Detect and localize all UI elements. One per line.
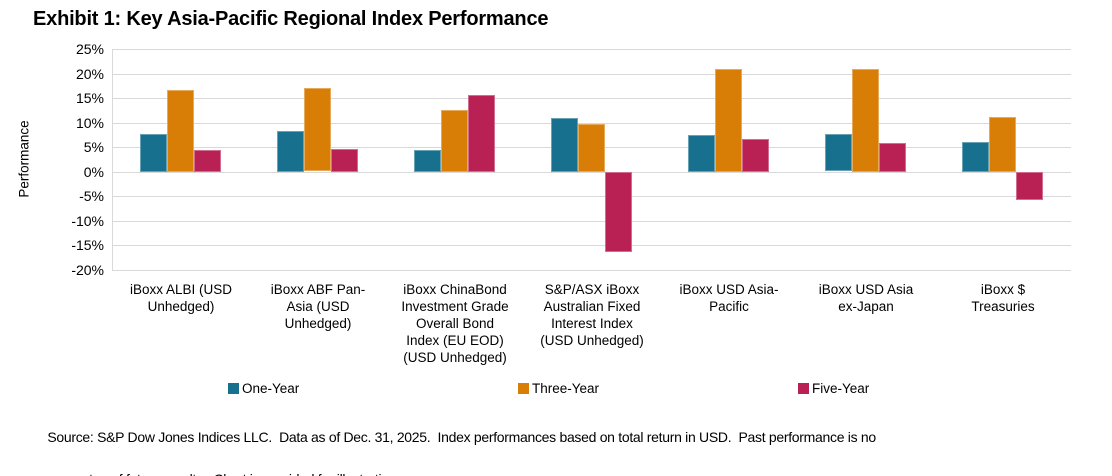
y-axis-tick-label: 25% [75, 41, 104, 57]
bar-three-year-3 [441, 110, 468, 172]
category-label: S&P/ASX iBoxx Australian Fixed Interest … [540, 282, 644, 348]
legend-label: Three-Year [532, 381, 600, 396]
bar-three-year-6 [852, 69, 879, 172]
category-label: iBoxx USD Asia ex-Japan [818, 282, 914, 314]
y-axis-tick-label: 5% [83, 139, 104, 155]
y-axis-tick-label: -5% [79, 188, 104, 204]
bar-five-year-7 [1016, 172, 1043, 200]
bar-five-year-1 [194, 150, 221, 172]
bar-one-year-7 [962, 142, 989, 172]
gridline [112, 172, 1071, 173]
gridline [112, 196, 1071, 197]
y-axis-tick-label: 15% [75, 90, 104, 106]
y-axis-tick-label: -10% [71, 213, 104, 229]
bar-one-year-6 [825, 134, 852, 171]
bar-one-year-1 [140, 134, 167, 172]
gridline [112, 49, 1071, 50]
category-label: iBoxx $ Treasuries [971, 282, 1035, 314]
bar-three-year-5 [715, 69, 742, 172]
legend-item-one-year: One-Year [228, 381, 299, 396]
gridline [112, 74, 1071, 75]
gridline [112, 98, 1071, 99]
legend-swatch-icon [228, 383, 239, 394]
bar-five-year-4 [605, 172, 632, 252]
legend-swatch-icon [518, 383, 529, 394]
gridline [112, 123, 1071, 124]
gridline [112, 270, 1071, 271]
legend-item-five-year: Five-Year [798, 381, 869, 396]
bar-three-year-2 [304, 88, 331, 171]
legend-swatch-icon [798, 383, 809, 394]
source-note-line1: Source: S&P Dow Jones Indices LLC. Data … [47, 429, 876, 445]
category-label: iBoxx ABF Pan- Asia (USD Unhedged) [270, 282, 366, 331]
chart-title: Exhibit 1: Key Asia-Pacific Regional Ind… [33, 8, 549, 30]
bar-one-year-3 [414, 150, 441, 172]
legend-label: One-Year [242, 381, 300, 396]
bar-one-year-2 [277, 131, 304, 172]
legend-item-three-year: Three-Year [518, 381, 599, 396]
bar-one-year-5 [688, 135, 715, 172]
y-axis-tick-label: 20% [75, 66, 104, 82]
category-label: iBoxx USD Asia- Pacific [679, 282, 779, 314]
bar-five-year-6 [879, 143, 906, 172]
bar-three-year-4 [578, 124, 605, 172]
category-label: iBoxx ALBI (USD Unhedged) [129, 282, 233, 314]
source-note-line2: guarantee of future results. Chart is pr… [47, 471, 458, 476]
gridline [112, 221, 1071, 222]
bar-five-year-3 [468, 95, 495, 172]
bar-five-year-5 [742, 139, 769, 172]
y-axis-tick-label: -15% [71, 237, 104, 253]
bar-three-year-1 [167, 90, 194, 172]
category-label: iBoxx ChinaBond Investment Grade Overall… [401, 282, 509, 365]
bar-three-year-7 [989, 117, 1016, 172]
y-axis-tick-label: 0% [83, 164, 104, 180]
legend-label: Five-Year [812, 381, 870, 396]
y-axis-tick-label: 10% [75, 115, 104, 131]
y-axis-tick-label: -20% [71, 262, 104, 278]
bar-five-year-2 [331, 149, 358, 172]
source-note: Source: S&P Dow Jones Indices LLC. Data … [33, 406, 1103, 476]
y-axis-title: Performance [16, 120, 32, 198]
y-axis-line [112, 49, 113, 270]
bar-one-year-4 [551, 118, 578, 172]
gridline [112, 245, 1071, 246]
